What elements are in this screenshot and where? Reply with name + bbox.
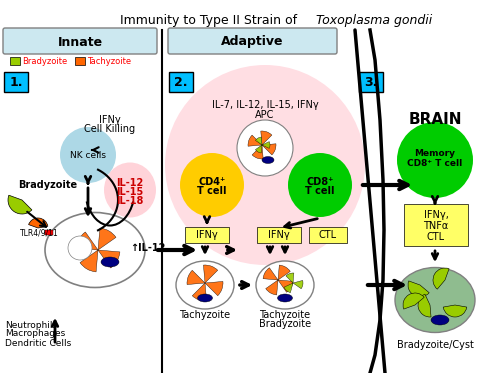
Text: Neutrophils: Neutrophils: [5, 320, 57, 329]
Circle shape: [180, 153, 244, 217]
Wedge shape: [252, 145, 263, 159]
Circle shape: [397, 122, 473, 198]
Ellipse shape: [278, 294, 292, 302]
Wedge shape: [262, 144, 276, 155]
Wedge shape: [98, 228, 116, 250]
Text: Bradyzoite/Cyst: Bradyzoite/Cyst: [396, 340, 473, 350]
Text: TNFα: TNFα: [424, 221, 448, 231]
Wedge shape: [192, 283, 206, 301]
Ellipse shape: [198, 294, 212, 302]
Text: Tachyzoite: Tachyzoite: [260, 310, 310, 320]
Text: Bradyzoite: Bradyzoite: [18, 180, 77, 190]
Text: 1.: 1.: [9, 75, 23, 88]
Circle shape: [237, 120, 293, 176]
FancyBboxPatch shape: [3, 28, 157, 54]
Bar: [10, 57, 20, 65]
FancyBboxPatch shape: [169, 72, 193, 92]
Wedge shape: [433, 268, 449, 289]
Text: TLR4/9/11: TLR4/9/11: [20, 229, 59, 238]
Wedge shape: [204, 265, 218, 283]
Text: Tachyzoite: Tachyzoite: [180, 310, 230, 320]
Text: CD8⁺ T cell: CD8⁺ T cell: [408, 159, 463, 167]
Text: Toxoplasma gondii: Toxoplasma gondii: [316, 14, 432, 27]
Wedge shape: [403, 293, 424, 309]
Ellipse shape: [431, 315, 449, 325]
Text: Adaptive: Adaptive: [221, 35, 283, 48]
Text: T cell: T cell: [197, 186, 227, 196]
Ellipse shape: [176, 261, 234, 309]
Ellipse shape: [101, 257, 119, 267]
Circle shape: [60, 127, 116, 183]
FancyBboxPatch shape: [359, 72, 383, 92]
Text: BRAIN: BRAIN: [408, 113, 462, 128]
Wedge shape: [443, 305, 467, 317]
Text: Bradyzoite: Bradyzoite: [259, 319, 311, 329]
Text: IFNγ: IFNγ: [196, 230, 218, 240]
Wedge shape: [293, 280, 303, 289]
Text: Tachyzoite: Tachyzoite: [87, 56, 131, 66]
Ellipse shape: [45, 213, 145, 288]
Circle shape: [68, 236, 92, 260]
Ellipse shape: [104, 163, 156, 217]
Wedge shape: [262, 142, 270, 148]
Wedge shape: [278, 280, 293, 292]
Wedge shape: [28, 218, 48, 228]
Text: Dendritic Cells: Dendritic Cells: [5, 339, 71, 348]
Wedge shape: [286, 273, 294, 283]
Ellipse shape: [395, 267, 475, 332]
Text: Macrophages: Macrophages: [5, 329, 65, 339]
Bar: [75, 57, 85, 65]
Text: IL-7, IL-12, IL-15, IFNγ: IL-7, IL-12, IL-15, IFNγ: [212, 100, 318, 110]
Ellipse shape: [262, 157, 274, 163]
Text: CTL: CTL: [427, 232, 445, 242]
Text: T cell: T cell: [305, 186, 335, 196]
Text: IFNγ: IFNγ: [268, 230, 290, 240]
Text: Innate: Innate: [58, 35, 102, 48]
Wedge shape: [261, 131, 272, 145]
Wedge shape: [278, 265, 290, 280]
Text: CD8⁺: CD8⁺: [306, 177, 334, 187]
Text: IL-12: IL-12: [116, 178, 143, 188]
Text: 2.: 2.: [174, 75, 188, 88]
Wedge shape: [418, 294, 431, 317]
FancyBboxPatch shape: [404, 204, 468, 246]
Wedge shape: [98, 250, 120, 268]
Text: NK cells: NK cells: [70, 150, 106, 160]
Wedge shape: [256, 145, 262, 153]
Wedge shape: [8, 195, 32, 214]
Wedge shape: [266, 280, 278, 295]
Wedge shape: [80, 250, 98, 272]
Text: IFNγ: IFNγ: [99, 115, 121, 125]
Text: CD4⁺: CD4⁺: [198, 177, 226, 187]
Circle shape: [288, 153, 352, 217]
Text: CTL: CTL: [319, 230, 337, 240]
Wedge shape: [187, 270, 205, 285]
Text: Immunity to Type II Strain of: Immunity to Type II Strain of: [120, 14, 301, 27]
FancyBboxPatch shape: [309, 227, 347, 243]
Circle shape: [165, 65, 365, 265]
Text: 3.: 3.: [364, 75, 378, 88]
Wedge shape: [408, 281, 429, 297]
Text: IFNγ,: IFNγ,: [424, 210, 448, 220]
FancyBboxPatch shape: [168, 28, 337, 54]
Text: IL-18: IL-18: [116, 196, 143, 206]
Wedge shape: [284, 283, 293, 293]
Text: APC: APC: [256, 110, 274, 120]
Text: Memory: Memory: [414, 148, 456, 157]
Wedge shape: [76, 232, 98, 250]
Text: ↑IL-12: ↑IL-12: [130, 243, 166, 253]
FancyBboxPatch shape: [4, 72, 28, 92]
Text: Cell Killing: Cell Killing: [84, 124, 136, 134]
FancyBboxPatch shape: [257, 227, 301, 243]
Bar: [45, 230, 53, 235]
Text: IL-15: IL-15: [116, 187, 143, 197]
Wedge shape: [256, 137, 262, 145]
Wedge shape: [248, 135, 262, 146]
FancyBboxPatch shape: [185, 227, 229, 243]
Text: Bradyzoite: Bradyzoite: [22, 56, 67, 66]
Ellipse shape: [256, 261, 314, 309]
Wedge shape: [205, 282, 223, 296]
Wedge shape: [263, 268, 278, 280]
